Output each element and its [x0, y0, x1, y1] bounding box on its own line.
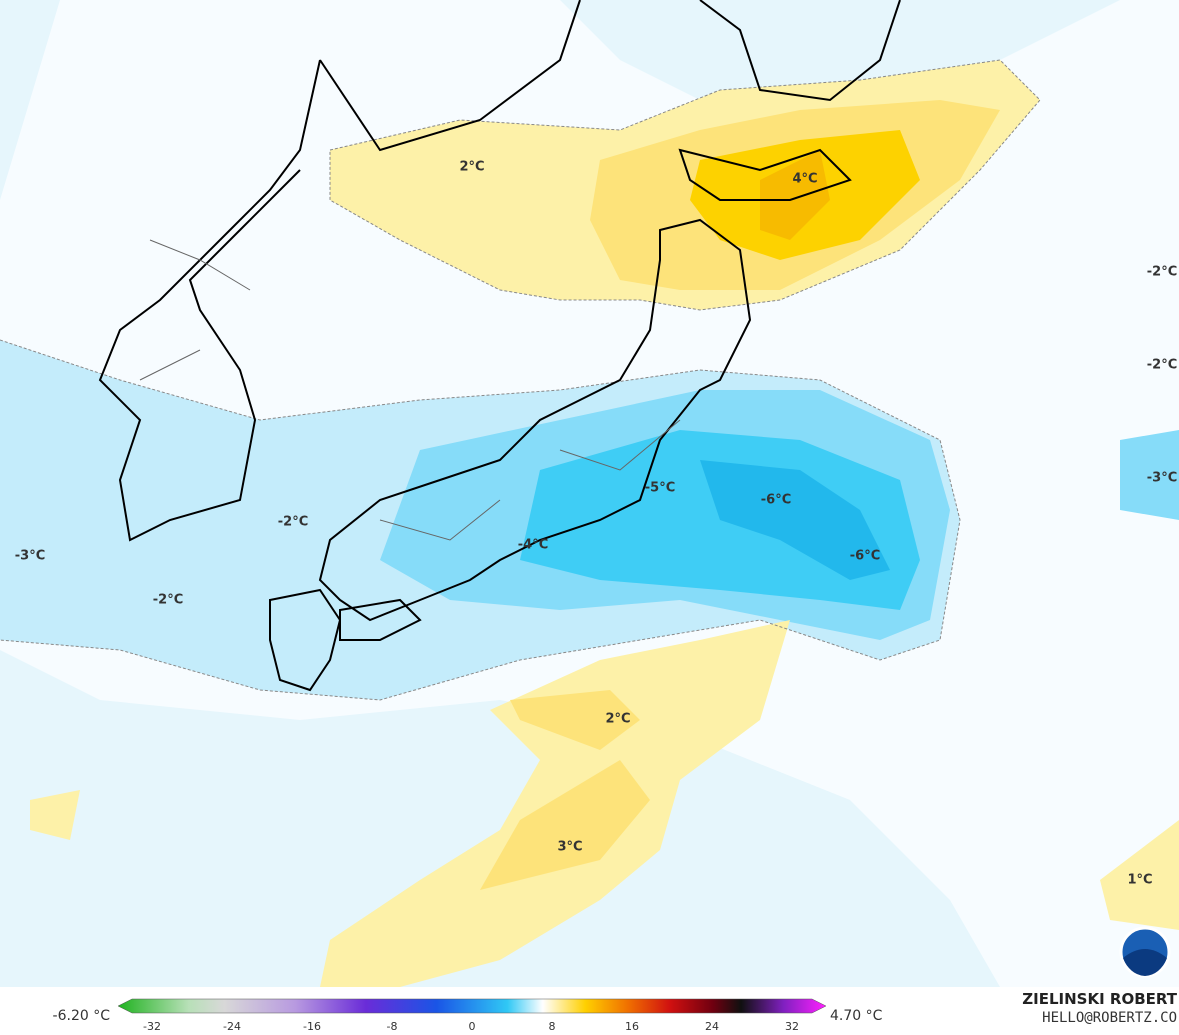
- contour-label: -3°C: [15, 549, 45, 564]
- colorbar-tick-label: 24: [705, 1020, 719, 1033]
- contour-label: -3°C: [1147, 471, 1177, 486]
- colorbar-tick-label: 16: [625, 1020, 639, 1033]
- colorbar-max: 4.70 °C: [830, 1008, 883, 1024]
- coldest-core: [700, 460, 890, 580]
- contour-label: -4°C: [518, 538, 548, 553]
- noaa-logo: [1119, 926, 1171, 978]
- contour-label: 1°C: [1127, 873, 1152, 888]
- colorbar: [117, 998, 827, 1014]
- border: [139, 239, 681, 541]
- colorbar-min: -6.20 °C: [53, 1008, 111, 1024]
- colorbar-tick-label: -24: [223, 1020, 241, 1033]
- contour-label: -6°C: [761, 493, 791, 508]
- cold-east: [1120, 430, 1179, 520]
- contour-label: -2°C: [153, 593, 183, 608]
- colorbar-tick-label: 32: [785, 1020, 799, 1033]
- colorbar-tick-label: -8: [387, 1020, 398, 1033]
- contour-label: 3°C: [557, 840, 582, 855]
- contour-label: -6°C: [850, 549, 880, 564]
- contour: [0, 339, 961, 701]
- colorbar-ticks: -32 -24 -16 -8 0 8 16 24 32: [143, 1020, 799, 1033]
- contour-label: 2°C: [605, 712, 630, 727]
- colorbar-tick-label: -32: [143, 1020, 161, 1033]
- contour-label: -2°C: [1147, 358, 1177, 373]
- colorbar-tick-label: -16: [303, 1020, 321, 1033]
- contour-label: 2°C: [459, 160, 484, 175]
- contour: [329, 59, 1041, 311]
- contour-label: -2°C: [278, 515, 308, 530]
- contour-label: 4°C: [792, 172, 817, 187]
- map: 2°C 4°C -2°C -2°C -3°C -5°C -6°C -6°C -2…: [0, 0, 1179, 987]
- warmer-south: [480, 690, 650, 890]
- warmest-core: [760, 150, 830, 240]
- coastline-islands: [269, 588, 422, 692]
- contour-label: -2°C: [1147, 265, 1177, 280]
- coastline-mainland: [98, 0, 901, 542]
- colorbar-tick-label: 0: [469, 1020, 476, 1033]
- contour-label: -5°C: [645, 481, 675, 496]
- credit-contact: HELLO@ROBERTZ.CO: [1042, 1010, 1177, 1026]
- coastline-honshu: [318, 218, 752, 622]
- colorbar-tick-label: 8: [549, 1020, 556, 1033]
- credit-name: ZIELINSKI ROBERT: [1022, 990, 1177, 1008]
